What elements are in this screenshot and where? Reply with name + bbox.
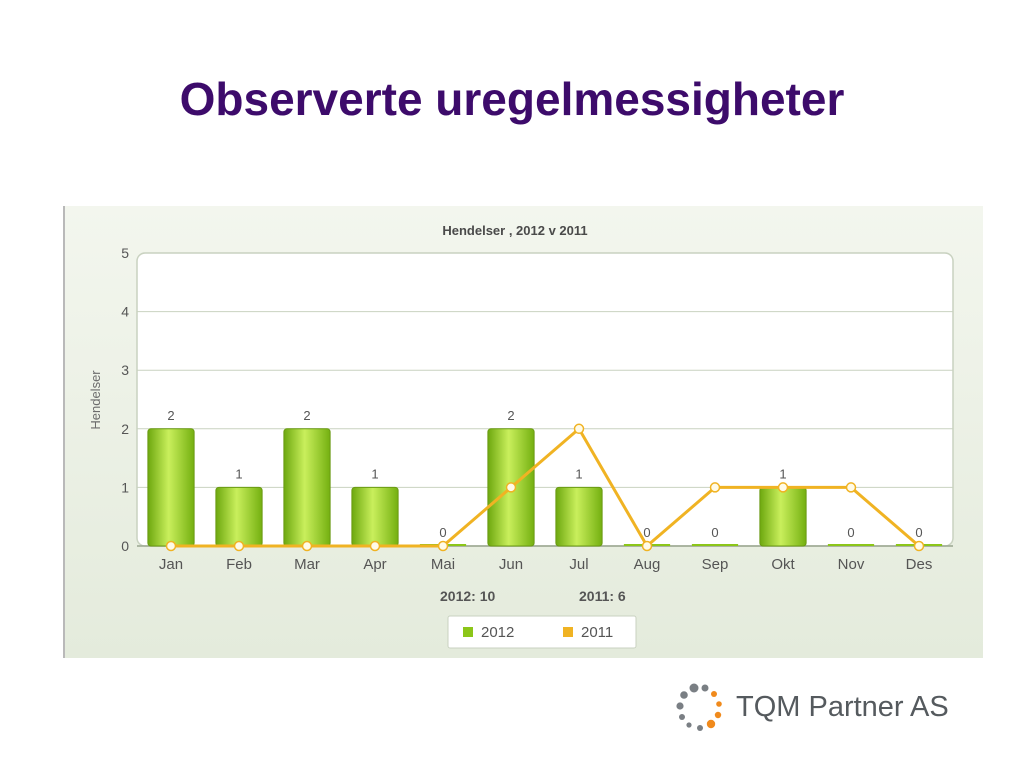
logo-dot: [686, 722, 692, 728]
x-tick-label: Okt: [771, 556, 795, 573]
x-tick-label: Mai: [431, 556, 455, 573]
point-2011-apr: [369, 540, 381, 552]
slide-title: Observerte uregelmessigheter: [179, 73, 845, 125]
point-2011-nov: [845, 482, 857, 493]
x-tick-label: Jun: [499, 556, 523, 573]
logo-dot: [716, 701, 722, 707]
bar-value-label: 0: [847, 525, 854, 540]
line-2011: [165, 423, 925, 552]
x-tick-label: Jul: [569, 556, 588, 573]
logo-mark-icon: [676, 683, 722, 731]
point-2011-sep: [709, 482, 721, 493]
logo-dot: [714, 711, 722, 719]
bar-value-label: 2: [167, 408, 174, 423]
y-tick-labels: 0 1 2 3 4 5: [121, 245, 129, 554]
logo-dot: [679, 714, 685, 720]
logo-dot: [676, 702, 684, 710]
x-tick-label: Nov: [838, 556, 865, 573]
x-tick-label: Apr: [363, 556, 386, 573]
point-2011-jul: [573, 423, 585, 435]
chart-title: Hendelser , 2012 v 2011: [442, 223, 587, 238]
point-2011-mai: [437, 540, 449, 552]
point-2011-jun: [505, 482, 517, 493]
logo-dot: [711, 691, 717, 697]
bar-2012-feb: [215, 486, 263, 547]
bar-value-label: 0: [915, 525, 922, 540]
y-tick-label: 3: [121, 362, 129, 378]
point-2011-aug: [641, 540, 653, 552]
bar-2012-mar: [283, 428, 331, 547]
x-tick-label: Sep: [702, 556, 729, 573]
legend-label-2011: 2011: [581, 624, 613, 641]
logo-dot: [689, 683, 699, 693]
bar-2012-jul: [555, 486, 603, 547]
company-logo: TQM Partner AS: [674, 682, 994, 734]
chart-panel: Hendelser , 2012 v 2011 Hendelser 0 1 2 3 4 5…: [63, 206, 983, 658]
x-tick-label: Mar: [294, 556, 320, 573]
point-2011-feb: [233, 540, 245, 552]
bar-value-label: 1: [575, 466, 582, 481]
line-2011-path: [171, 427, 920, 548]
y-tick-label: 2: [121, 421, 129, 437]
logo-dot: [680, 691, 688, 699]
bar-2012-sep: [691, 544, 739, 546]
bar-2012-okt: [759, 486, 807, 547]
bar-value-label: 0: [439, 525, 446, 540]
x-tick-labels: Jan Feb Mar Apr Mai Jun Jul Aug Sep Okt Nov Des: [159, 556, 932, 573]
x-tick-label: Feb: [226, 556, 252, 573]
logo-dot: [697, 725, 703, 731]
y-tick-label: 1: [121, 479, 129, 495]
legend-label-2012: 2012: [481, 624, 514, 641]
legend-box: [447, 615, 637, 649]
bar-value-label: 1: [235, 466, 242, 481]
bar-value-label: 1: [371, 466, 378, 481]
legend: 2012 2011: [447, 615, 637, 649]
bar-value-label: 2: [303, 408, 310, 423]
bars-2012: 2 1 2 1 0 2 1 0 0 1 0 0: [147, 408, 943, 547]
bar-value-label: 1: [779, 466, 786, 481]
bar-2012-jan: [147, 428, 195, 547]
logo-dot: [706, 719, 716, 729]
bar-value-label: 2: [507, 408, 514, 423]
total-label: 2012: 10: [440, 588, 495, 604]
y-tick-label: 5: [121, 245, 129, 261]
x-tick-label: Jan: [159, 556, 183, 573]
y-axis-label: Hendelser: [88, 370, 103, 430]
point-2011-okt: [777, 482, 789, 493]
legend-swatch-2012: [463, 627, 473, 637]
total-label: 2011: 6: [579, 588, 626, 604]
bar-value-label: 0: [711, 525, 718, 540]
y-tick-label: 4: [121, 304, 129, 320]
point-2011-mar: [301, 540, 313, 552]
x-tick-label: Des: [906, 556, 933, 573]
bar-value-label: 0: [643, 525, 650, 540]
x-tick-label: Aug: [634, 556, 661, 573]
totals: 2012: 10 2011: 6: [440, 588, 626, 604]
point-2011-jan: [165, 540, 177, 552]
point-2011-des: [913, 540, 925, 552]
logo-dot: [701, 684, 709, 692]
bar-2012-nov: [827, 544, 875, 546]
chart: Hendelser , 2012 v 2011 Hendelser 0 1 2 3 4 5…: [88, 223, 954, 649]
bar-2012-apr: [351, 486, 399, 547]
company-name: TQM Partner AS: [736, 691, 949, 723]
legend-swatch-2011: [563, 627, 573, 637]
y-tick-label: 0: [121, 538, 129, 554]
